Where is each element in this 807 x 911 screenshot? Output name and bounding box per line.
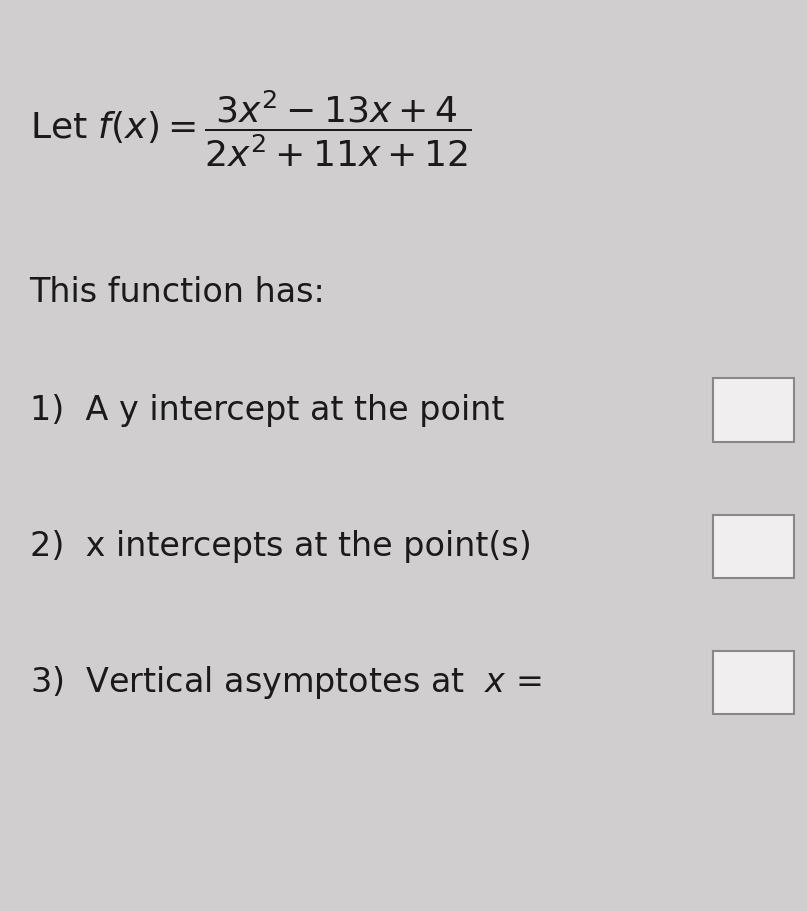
FancyBboxPatch shape [713,515,793,578]
Text: 2)  x intercepts at the point(s): 2) x intercepts at the point(s) [30,530,531,563]
FancyBboxPatch shape [713,378,793,442]
Text: Let $f(x) = \dfrac{3x^2 - 13x + 4}{2x^2 + 11x + 12}$: Let $f(x) = \dfrac{3x^2 - 13x + 4}{2x^2 … [30,88,471,169]
Text: 3)  Vertical asymptotes at  $x$ =: 3) Vertical asymptotes at $x$ = [30,664,541,701]
Text: This function has:: This function has: [30,275,325,309]
Text: 1)  A y intercept at the point: 1) A y intercept at the point [30,394,504,426]
FancyBboxPatch shape [713,650,793,714]
